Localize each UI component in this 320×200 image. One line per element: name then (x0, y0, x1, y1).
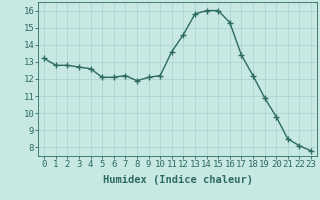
X-axis label: Humidex (Indice chaleur): Humidex (Indice chaleur) (103, 175, 252, 185)
